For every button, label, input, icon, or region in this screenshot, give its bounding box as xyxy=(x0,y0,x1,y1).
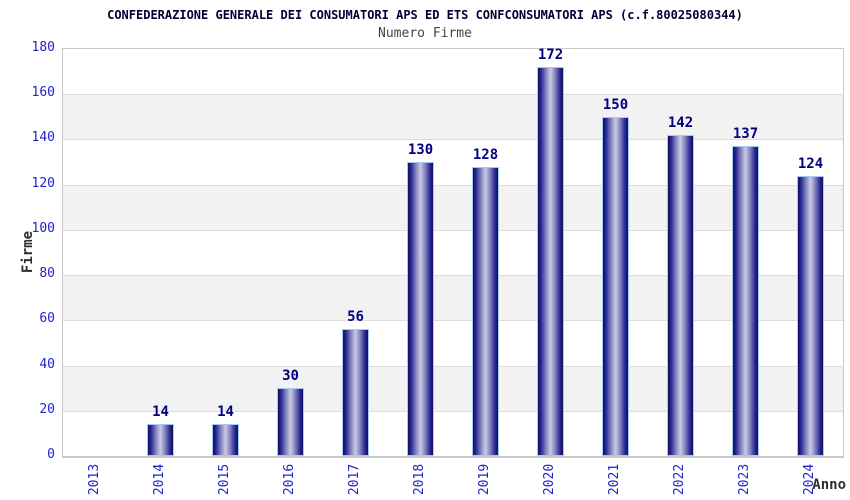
x-tick-label: 2021 xyxy=(607,463,622,495)
plot-band xyxy=(63,365,843,411)
bar-value-label: 128 xyxy=(472,146,499,163)
y-tick-label: 180 xyxy=(31,40,55,55)
gridline xyxy=(63,365,843,367)
bar-2018 xyxy=(407,162,434,456)
chart-subtitle: Numero Firme xyxy=(378,26,472,41)
bar-2019 xyxy=(472,166,499,456)
x-tick-label: 2016 xyxy=(282,463,297,495)
x-tick-label: 2023 xyxy=(737,463,752,495)
bar-value-label: 172 xyxy=(537,47,564,64)
x-tick-label: 2020 xyxy=(542,463,557,495)
bar-2023 xyxy=(732,146,759,456)
bar-value-label: 142 xyxy=(667,114,694,131)
x-tick: 2017 xyxy=(344,458,366,500)
x-tick-label: 2014 xyxy=(152,463,167,495)
bar-value-label: 56 xyxy=(347,309,364,326)
x-tick: 2019 xyxy=(474,458,496,500)
plot-band xyxy=(63,320,843,365)
x-tick-label: 2024 xyxy=(802,463,817,495)
x-tick: 2020 xyxy=(539,458,561,500)
bar-2016 xyxy=(277,388,304,456)
gridline xyxy=(63,229,843,231)
x-tick: 2024 xyxy=(799,458,821,500)
x-tick-label: 2022 xyxy=(672,463,687,495)
bar-2020 xyxy=(537,67,564,456)
bar-value-label: 14 xyxy=(217,404,234,421)
gridline xyxy=(63,184,843,186)
x-tick-label: 2018 xyxy=(412,463,427,495)
plot-band xyxy=(63,275,843,321)
gridline xyxy=(63,94,843,96)
plot-band xyxy=(63,94,843,140)
x-tick-label: 2019 xyxy=(477,463,492,495)
bar-2021 xyxy=(602,116,629,456)
y-tick-label: 20 xyxy=(39,401,55,417)
chart-title: CONFEDERAZIONE GENERALE DEI CONSUMATORI … xyxy=(107,8,743,22)
y-tick-label: 80 xyxy=(39,266,55,282)
bar-value-label: 137 xyxy=(732,126,759,143)
x-tick: 2022 xyxy=(669,458,691,500)
x-tick: 2016 xyxy=(279,458,301,500)
plot-band xyxy=(63,49,843,94)
bar-2015 xyxy=(212,424,239,456)
y-tick-label: 100 xyxy=(31,220,55,236)
gridline xyxy=(63,139,843,141)
bar-2017 xyxy=(342,329,369,456)
x-tick: 2014 xyxy=(149,458,171,500)
bar-2014 xyxy=(147,424,174,456)
x-tick: 2018 xyxy=(409,458,431,500)
x-tick-label: 2013 xyxy=(87,463,102,495)
bar-value-label: 150 xyxy=(602,96,629,113)
x-axis-title: Anno xyxy=(812,477,846,493)
plot-band xyxy=(63,230,843,275)
bar-value-label: 124 xyxy=(797,155,824,172)
y-tick-label: 160 xyxy=(31,85,55,101)
y-tick-label: 40 xyxy=(39,356,55,372)
bar-value-label: 14 xyxy=(152,404,169,421)
bar-2022 xyxy=(667,134,694,456)
x-tick: 2021 xyxy=(604,458,626,500)
plot-band xyxy=(63,139,843,184)
y-tick-label: 60 xyxy=(39,311,55,327)
x-tick: 2013 xyxy=(84,458,106,500)
y-tick-label: 140 xyxy=(31,130,55,146)
gridline xyxy=(63,410,843,412)
gridline xyxy=(63,275,843,277)
x-tick-label: 2015 xyxy=(217,463,232,495)
y-tick-label: 0 xyxy=(47,447,55,462)
bar-value-label: 30 xyxy=(282,368,299,385)
bar-2024 xyxy=(797,175,824,456)
gridline xyxy=(63,320,843,322)
plot-band xyxy=(63,184,843,230)
x-tick: 2015 xyxy=(214,458,236,500)
bar-value-label: 130 xyxy=(407,142,434,159)
x-tick-label: 2017 xyxy=(347,463,362,495)
x-tick: 2023 xyxy=(734,458,756,500)
plot-area: 14 14 30 56 130 128 172 150 142 137 124 xyxy=(62,47,844,458)
y-tick-label: 120 xyxy=(31,175,55,191)
